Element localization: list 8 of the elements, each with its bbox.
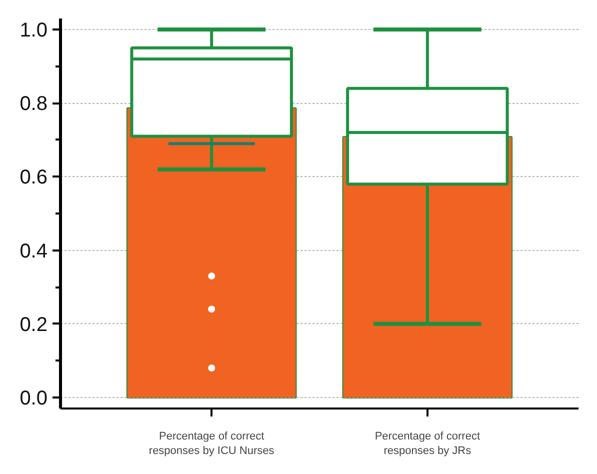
y-tick-label: 1.0 [20, 20, 48, 42]
x-tick-label: Percentage of correct responses by JRs [374, 430, 480, 457]
y-tick-label: 0.0 [20, 387, 48, 410]
x-tick-label: Percentage of correct responses by ICU Nurses [148, 430, 275, 457]
y-tick-label: 0.2 [20, 314, 48, 336]
y-tick-label: 0.6 [20, 166, 48, 189]
y-tick-label: 0.4 [20, 240, 48, 262]
y-tick-label: 0.8 [20, 93, 48, 116]
